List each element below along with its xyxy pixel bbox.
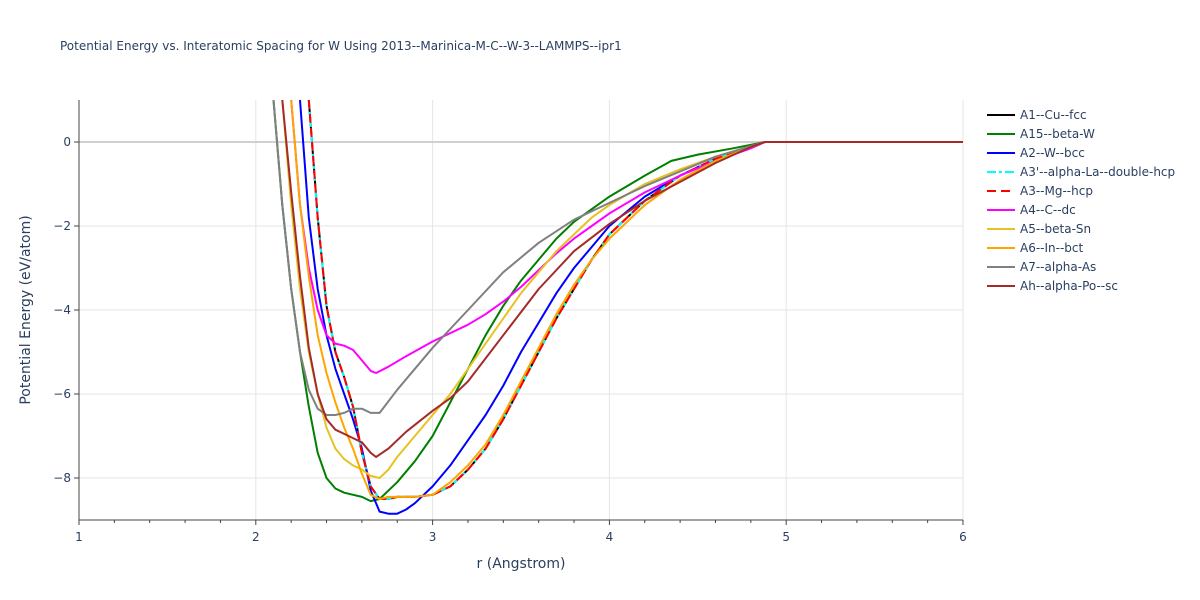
series-line-4 (307, 100, 963, 500)
axes: 1 2 3 4 5 6 0 −2 −4 −6 −8 (53, 100, 967, 544)
legend-item[interactable]: A3--Mg--hcp (987, 184, 1093, 198)
legend-item[interactable]: A2--W--bcc (987, 146, 1085, 160)
series-line-8 (272, 100, 963, 416)
legend-item[interactable]: Ah--alpha-Po--sc (987, 279, 1118, 293)
y-tick-label: 0 (63, 135, 71, 149)
chart-title: Potential Energy vs. Interatomic Spacing… (60, 39, 622, 53)
y-tick-label: −8 (53, 471, 71, 485)
legend-label: Ah--alpha-Po--sc (1020, 279, 1118, 293)
legend-label: A1--Cu--fcc (1020, 108, 1087, 122)
x-tick-label: 5 (782, 530, 790, 544)
legend-label: A6--In--bct (1020, 241, 1084, 255)
x-tick-label: 3 (429, 530, 437, 544)
legend-label: A3--Mg--hcp (1020, 184, 1093, 198)
legend-item[interactable]: A7--alpha-As (987, 260, 1096, 274)
legend[interactable]: A1--Cu--fcc A15--beta-W A2--W--bcc A3'--alp… (987, 108, 1175, 293)
x-tick-label: 6 (959, 530, 967, 544)
x-axis-title: r (Angstrom) (477, 556, 566, 572)
legend-label: A7--alpha-As (1020, 260, 1096, 274)
legend-item[interactable]: A5--beta-Sn (987, 222, 1091, 236)
series-line-1 (272, 100, 963, 503)
x-tick-label: 1 (75, 530, 83, 544)
legend-label: A2--W--bcc (1020, 146, 1085, 160)
y-tick-label: −2 (53, 219, 71, 233)
series-line-9 (281, 100, 963, 458)
legend-label: A5--beta-Sn (1020, 222, 1091, 236)
legend-item[interactable]: A4--C--dc (987, 203, 1076, 217)
legend-item[interactable]: A15--beta-W (987, 127, 1095, 141)
y-tick-label: −6 (53, 387, 71, 401)
y-axis-title: Potential Energy (eV/atom) (18, 215, 34, 404)
legend-item[interactable]: A3'--alpha-La--double-hcp (987, 165, 1175, 179)
legend-label: A3'--alpha-La--double-hcp (1020, 165, 1175, 179)
x-tick-label: 2 (252, 530, 260, 544)
legend-item[interactable]: A6--In--bct (987, 241, 1084, 255)
legend-label: A15--beta-W (1020, 127, 1095, 141)
legend-item[interactable]: A1--Cu--fcc (987, 108, 1087, 122)
y-tick-label: −4 (53, 303, 71, 317)
series-layer (272, 100, 963, 515)
x-tick-label: 4 (606, 530, 614, 544)
series-line-7 (290, 100, 963, 500)
legend-label: A4--C--dc (1020, 203, 1076, 217)
